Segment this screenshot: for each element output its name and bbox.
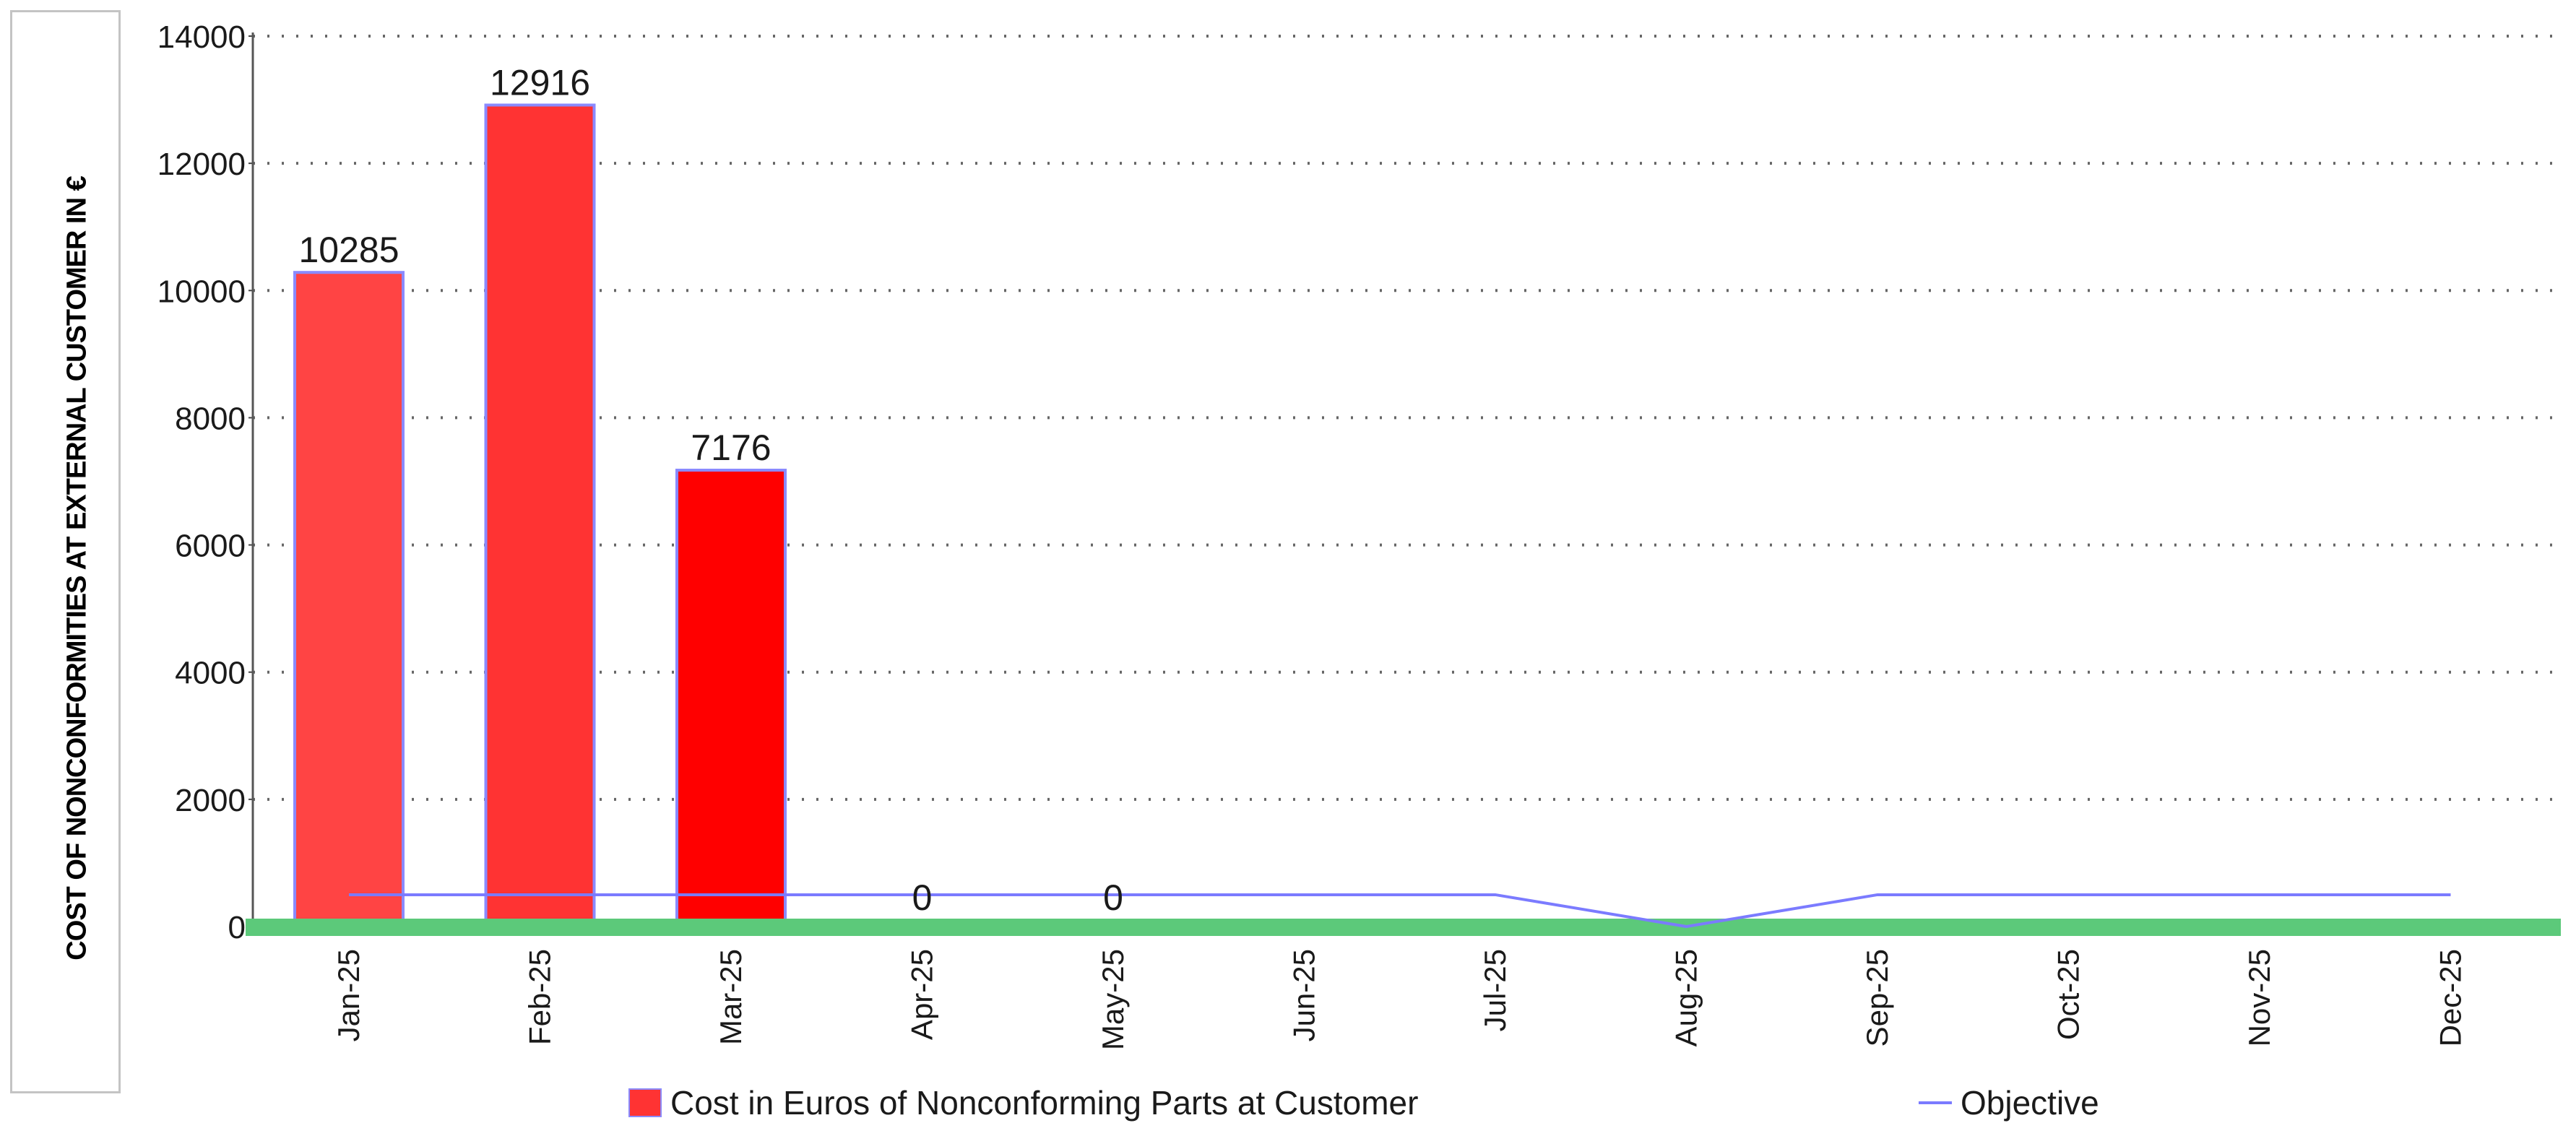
bar-Feb-25: [484, 103, 596, 928]
x-tick-label-Dec-25: Dec-25: [2434, 949, 2468, 1046]
x-tick-label-May-25: May-25: [1096, 949, 1130, 1050]
x-tick-label-Feb-25: Feb-25: [523, 949, 557, 1045]
y-axis-title-box: COST OF NONCONFORMITIES AT EXTERNAL CUST…: [10, 10, 121, 1093]
x-tick-label-Jan-25: Jan-25: [332, 949, 366, 1041]
legend-swatch-objective: [1919, 1101, 1952, 1104]
x-tick-label-Jul-25: Jul-25: [1478, 949, 1512, 1031]
y-tick-label: 10000: [157, 274, 246, 309]
legend-item-bars: Cost in Euros of Nonconforming Parts at …: [628, 1084, 1419, 1122]
y-tick-label: 12000: [157, 147, 246, 182]
x-axis-baseline: [246, 919, 2561, 936]
bar-data-label-May-25: 0: [1103, 877, 1123, 918]
x-tick-label-Apr-25: Apr-25: [905, 949, 939, 1040]
x-tick-label-Mar-25: Mar-25: [714, 949, 748, 1045]
legend-item-objective: Objective: [1919, 1084, 2099, 1122]
y-tick-label: 0: [228, 910, 246, 945]
bar-data-label-Mar-25: 7176: [691, 428, 771, 468]
bar-Mar-25: [675, 468, 787, 928]
legend-label-bars: Cost in Euros of Nonconforming Parts at …: [670, 1084, 1419, 1122]
y-tick-label: 14000: [157, 19, 246, 55]
y-tick-label: 2000: [175, 783, 246, 818]
bar-data-label-Feb-25: 12916: [490, 62, 590, 103]
y-tick-label: 8000: [175, 401, 246, 436]
x-tick-label-Oct-25: Oct-25: [2052, 949, 2086, 1040]
bar-Jan-25: [293, 271, 405, 928]
x-tick-label-Nov-25: Nov-25: [2242, 949, 2276, 1046]
objective-line: [349, 893, 2451, 929]
chart-plot: 0 2000 4000 6000 8000 10000 12000 14000 10285 129…: [157, 19, 2561, 1050]
legend-swatch-bars: [628, 1088, 662, 1117]
x-tick-label-Aug-25: Aug-25: [1669, 949, 1703, 1046]
x-tick-label-Jun-25: Jun-25: [1287, 949, 1321, 1041]
y-tick-label: 6000: [175, 529, 246, 564]
x-tick-label-Sep-25: Sep-25: [1860, 949, 1894, 1046]
bar-data-label-Jan-25: 10285: [298, 230, 399, 270]
legend-label-objective: Objective: [1961, 1084, 2099, 1122]
bar-data-label-Apr-25: 0: [912, 877, 933, 918]
y-tick-label: 4000: [175, 656, 246, 691]
